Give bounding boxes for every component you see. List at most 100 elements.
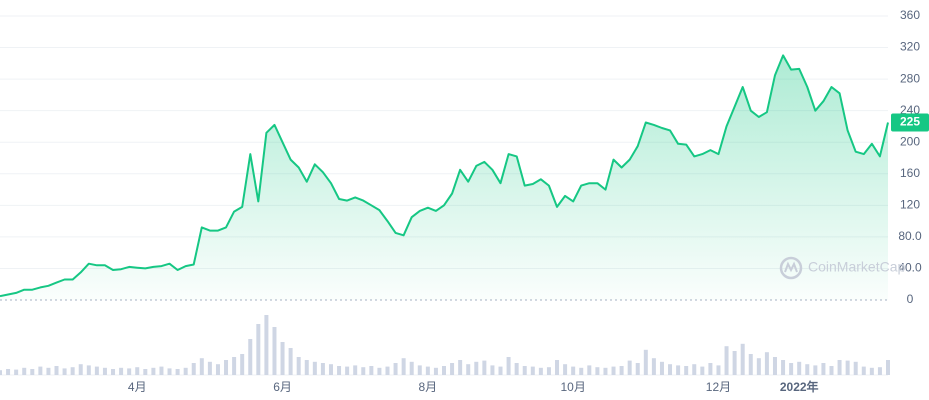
volume-bar — [530, 366, 535, 375]
volume-bar — [38, 366, 43, 375]
volume-bar — [127, 368, 132, 375]
volume-bar — [772, 357, 777, 375]
volume-bar — [22, 367, 27, 375]
volume-bar — [546, 367, 551, 375]
volume-bar — [353, 365, 358, 375]
volume-bar — [30, 369, 35, 375]
volume-bar — [425, 366, 430, 375]
y-tick-label: 160 — [900, 166, 920, 180]
volume-bar — [886, 360, 890, 375]
volume-bar — [708, 363, 713, 375]
volume-bar — [619, 366, 624, 375]
volume-bar — [207, 361, 212, 375]
volume-bar — [369, 366, 374, 375]
volume-bar — [183, 367, 188, 375]
volume-bar — [700, 366, 705, 375]
volume-bar — [668, 364, 673, 375]
volume-bar — [337, 366, 342, 375]
volume-bar — [595, 367, 600, 375]
volume-bar — [401, 358, 406, 375]
volume-bar — [474, 361, 479, 375]
volume-bar — [304, 360, 309, 375]
price-tag — [891, 113, 929, 132]
volume-bar — [651, 358, 656, 375]
volume-bar — [877, 367, 882, 375]
volume-bar — [442, 366, 446, 375]
y-tick-label: 360 — [900, 8, 920, 22]
volume-bar — [805, 364, 810, 375]
volume-bar — [70, 367, 75, 375]
volume-bar — [450, 363, 455, 375]
volume-bar — [385, 366, 390, 375]
volume-bar — [522, 366, 527, 375]
volume-bar — [490, 365, 495, 375]
volume-bar — [102, 367, 107, 375]
volume-bar — [151, 367, 156, 375]
volume-bar — [328, 364, 333, 375]
volume-bar — [215, 364, 220, 375]
volume-bar — [506, 357, 511, 375]
volume-bar — [869, 367, 874, 375]
volume-bar — [256, 324, 261, 375]
volume-bar — [555, 360, 560, 375]
volume-bar — [514, 363, 519, 375]
volume-bar — [6, 369, 11, 375]
volume-bar — [466, 364, 471, 375]
volume-bar — [46, 367, 51, 375]
volume-bar — [748, 354, 753, 375]
price-area — [0, 55, 888, 301]
x-tick-label: 10月 — [560, 380, 585, 394]
volume-bar — [458, 360, 463, 375]
y-tick-label: 240 — [900, 103, 920, 117]
volume-bar — [611, 366, 616, 375]
volume-bar — [861, 366, 866, 375]
volume-bar — [538, 367, 543, 375]
volume-bar — [417, 365, 422, 375]
volume-bar — [845, 360, 850, 375]
volume-bar — [167, 368, 172, 375]
volume-bar — [571, 366, 576, 375]
volume-bar — [119, 367, 124, 375]
volume-bar — [377, 367, 382, 375]
volume-bar — [272, 327, 277, 375]
volume-bar — [62, 368, 67, 375]
x-tick-label: 8月 — [419, 380, 438, 394]
volume-bar — [248, 339, 253, 375]
volume-bar — [829, 366, 834, 375]
volume-bar — [199, 358, 204, 375]
volume-bar — [853, 361, 858, 375]
y-tick-label: 120 — [900, 198, 920, 212]
volume-bar — [409, 361, 414, 375]
volume-bar — [345, 366, 350, 375]
volume-bar — [393, 363, 398, 375]
volume-bar — [280, 342, 285, 375]
volume-bar — [0, 370, 2, 375]
volume-bar — [232, 357, 237, 375]
volume-bar — [135, 367, 140, 375]
volume-bar — [643, 349, 648, 375]
volume-bar — [764, 352, 769, 375]
volume-bar — [659, 361, 664, 375]
volume-bar — [813, 365, 818, 375]
volume-bar — [264, 315, 269, 375]
price-line — [0, 54, 889, 298]
y-tick-label: 0 — [907, 292, 914, 306]
x-tick-label: 4月 — [128, 380, 147, 394]
volume-bar — [159, 366, 164, 375]
volume-bar — [587, 365, 592, 375]
volume-bar — [320, 363, 325, 375]
volume-bar — [482, 360, 487, 375]
y-tick-label: 280 — [900, 71, 920, 85]
x-tick-label: 2022年 — [780, 379, 819, 394]
volume-bar — [797, 361, 802, 375]
y-tick-label: 80.0 — [898, 229, 922, 243]
volume-bar — [288, 348, 293, 375]
y-tick-label: 40.0 — [898, 261, 922, 275]
volume-bar — [781, 360, 786, 375]
volume-bar — [676, 365, 681, 375]
volume-bar — [111, 369, 116, 375]
volume-bar — [296, 357, 301, 375]
volume-bar — [724, 346, 729, 375]
volume-bar — [143, 369, 148, 375]
